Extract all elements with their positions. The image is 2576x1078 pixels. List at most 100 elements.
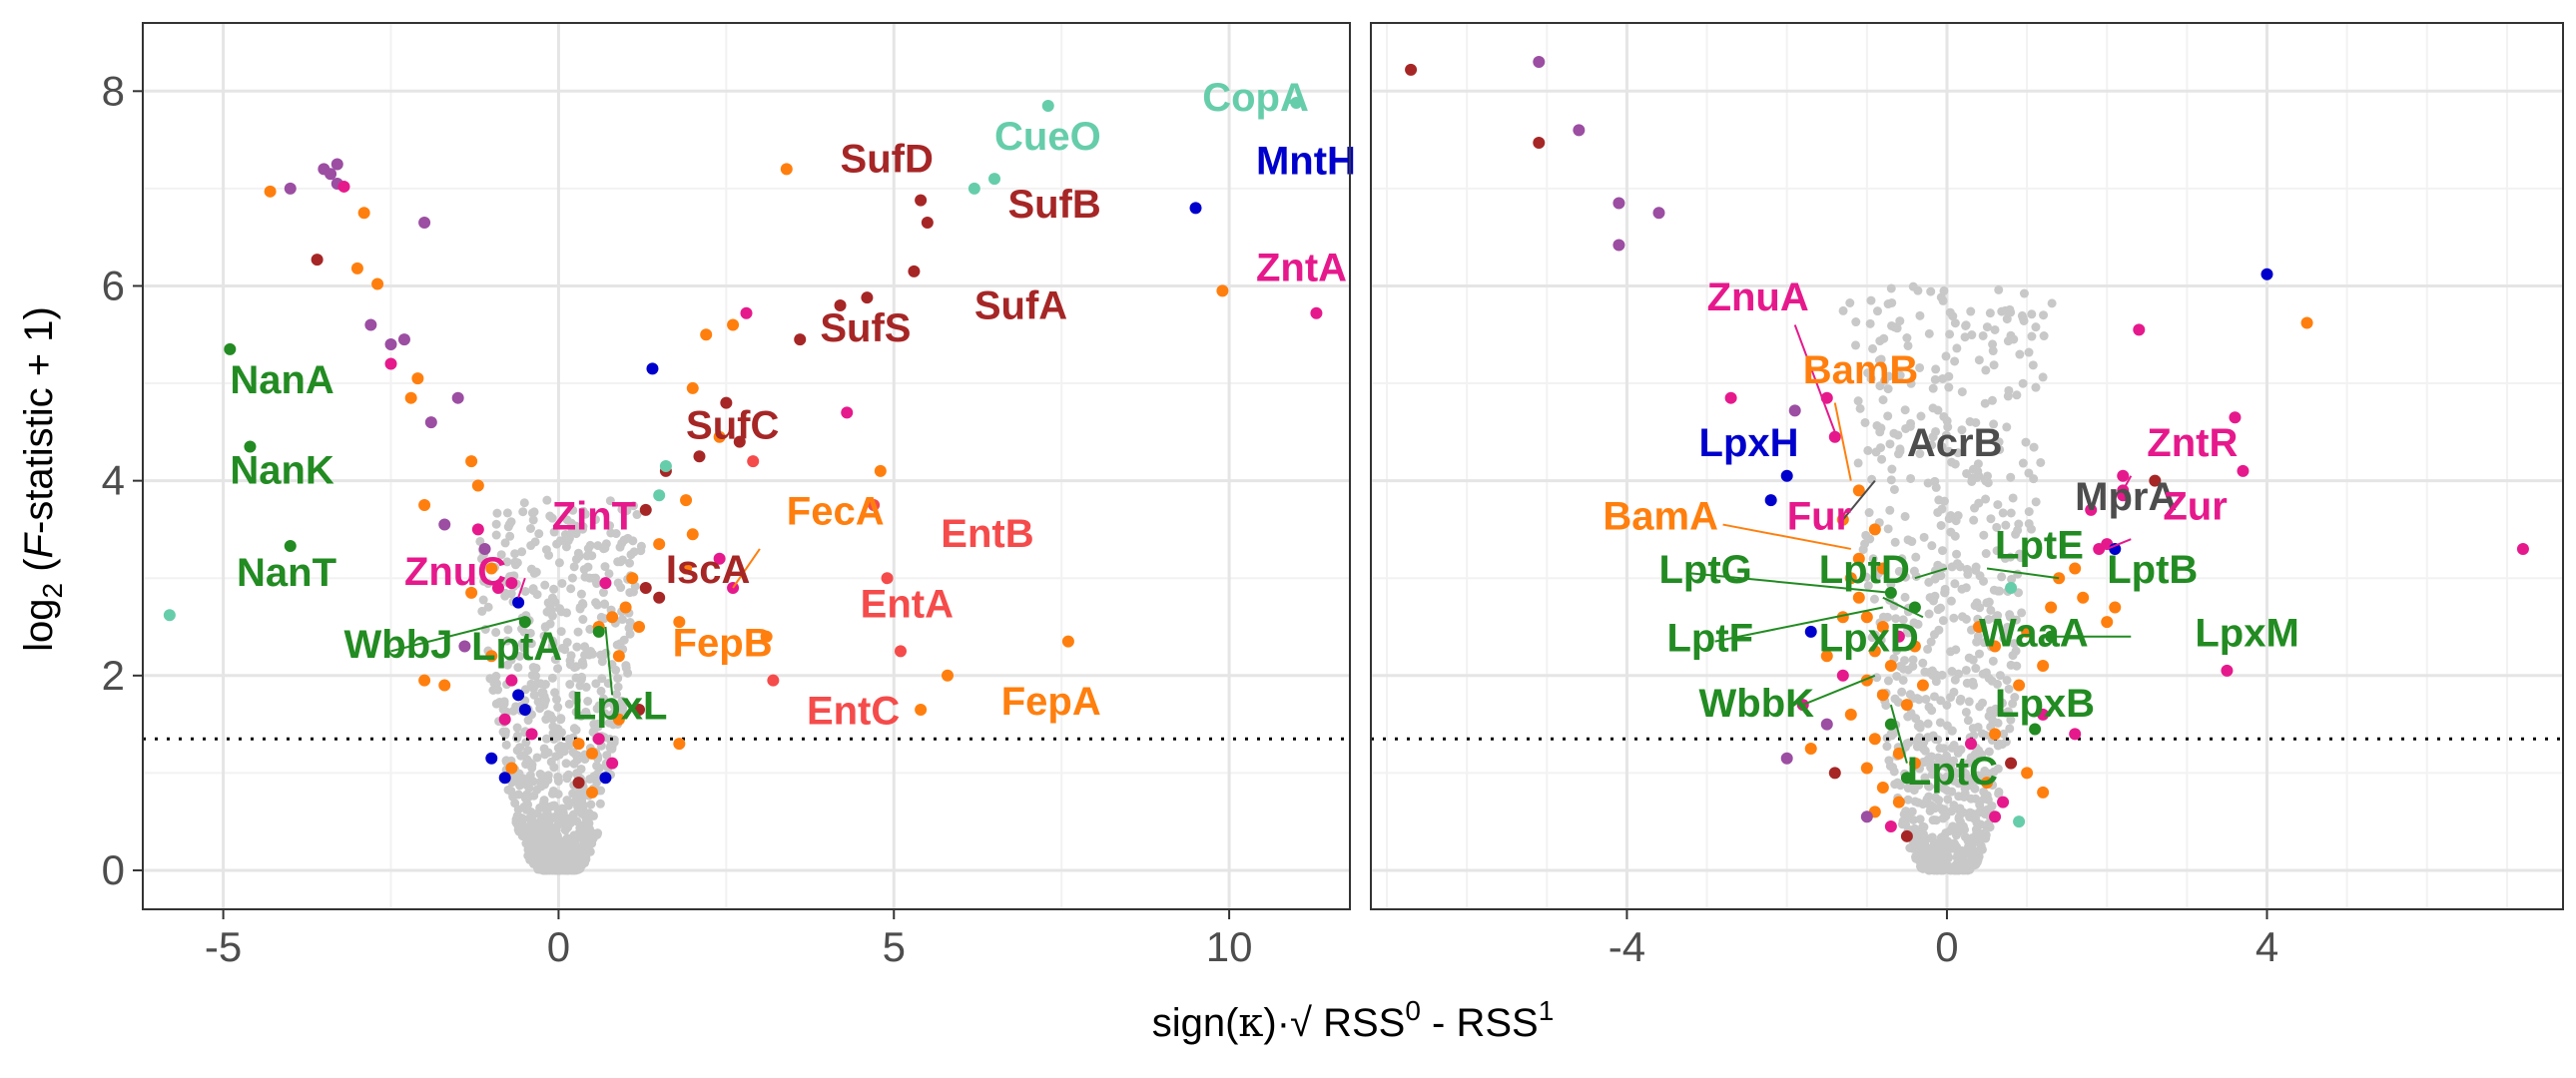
background-gene-point (1911, 714, 1921, 724)
background-gene-point (1864, 508, 1874, 518)
gene-point (350, 262, 363, 274)
background-gene-point (2005, 304, 2015, 314)
gene-point (612, 650, 625, 663)
background-gene-point (1885, 505, 1895, 515)
gene-point (2013, 679, 2026, 692)
background-gene-point (600, 562, 610, 572)
gene-label: AcrB (1907, 421, 2003, 465)
background-gene-point (512, 558, 522, 568)
background-gene-point (576, 589, 586, 599)
gene-point (1908, 757, 1921, 770)
background-gene-point (1975, 603, 1985, 613)
gene-label: LptF (1666, 616, 1753, 660)
gene-label: LpxH (1699, 421, 1799, 465)
background-gene-point (1956, 694, 1966, 704)
background-gene-point (625, 588, 635, 598)
gene-point (653, 591, 666, 604)
gene-point (465, 586, 478, 599)
background-gene-point (547, 714, 557, 724)
background-gene-point (513, 824, 523, 834)
background-gene-point (536, 679, 546, 689)
gene-point (572, 738, 585, 751)
gene-point (244, 440, 257, 453)
background-gene-point (1981, 549, 1991, 559)
background-gene-point (1894, 566, 1904, 576)
background-gene-point (550, 655, 560, 665)
background-gene-point (516, 751, 526, 761)
gene-point (1868, 733, 1881, 746)
gene-point (680, 562, 693, 575)
gene-label: BamB (1803, 348, 1919, 392)
background-gene-point (568, 789, 578, 799)
background-gene-point (1982, 791, 1992, 801)
background-gene-point (476, 554, 486, 564)
background-gene-point (1974, 355, 1984, 365)
gene-point (1876, 782, 1889, 795)
x-axis-title-sup0: 0 (1405, 995, 1421, 1026)
background-gene-point (1919, 744, 1929, 754)
gene-point (438, 679, 451, 692)
background-gene-point (1895, 316, 1905, 326)
gene-point (337, 180, 350, 193)
background-gene-point (2016, 553, 2026, 563)
background-gene-point (1947, 787, 1957, 797)
gene-label: LpxD (1819, 616, 1919, 660)
background-gene-point (1994, 789, 2004, 799)
background-gene-point (1988, 339, 1998, 349)
background-gene-point (569, 663, 579, 673)
background-gene-point (2006, 508, 2016, 518)
background-gene-point (586, 800, 596, 809)
background-gene-point (526, 639, 536, 649)
gene-point (357, 207, 370, 220)
gene-point (794, 333, 807, 346)
gene-point (633, 621, 646, 634)
background-gene-point (491, 699, 501, 709)
background-gene-point (1972, 637, 1982, 647)
gene-label: LpxB (1995, 682, 2095, 726)
background-gene-point (1869, 594, 1879, 604)
gene-point (2229, 411, 2242, 424)
background-gene-point (625, 618, 635, 628)
gene-point (1061, 635, 1074, 648)
background-gene-point (1942, 416, 1952, 426)
label-leader-line (1690, 572, 1891, 594)
background-gene-point (530, 537, 540, 547)
background-gene-point (548, 786, 558, 796)
background-gene-point (597, 674, 607, 684)
background-gene-point (523, 746, 533, 756)
background-gene-point (598, 651, 608, 661)
gene-point (491, 581, 504, 594)
gene-point (2237, 464, 2250, 477)
background-gene-point (557, 857, 567, 867)
background-gene-point (1927, 849, 1937, 859)
background-gene-point (2019, 288, 2029, 298)
gene-point (700, 328, 713, 341)
background-gene-point (2005, 612, 2015, 622)
x-axis-title: sign(κ)·√ RSS0 - RSS1 (1152, 995, 1555, 1046)
background-gene-point (1968, 655, 1978, 665)
background-gene-point (1853, 396, 1863, 406)
background-gene-point (1935, 718, 1945, 728)
background-gene-point (569, 562, 579, 572)
background-gene-point (1878, 395, 1888, 405)
background-gene-point (1904, 738, 1914, 748)
background-gene-point (1950, 318, 1960, 328)
gene-point (163, 609, 176, 622)
gene-point (418, 217, 431, 230)
gene-point (894, 645, 907, 658)
background-gene-point (1928, 802, 1938, 811)
background-gene-point (1982, 322, 1992, 332)
background-gene-point (554, 604, 564, 614)
y-axis-title: log2 (F-statistic + 1) (17, 306, 68, 652)
background-gene-point (1931, 677, 1941, 687)
panel-border (142, 22, 1351, 910)
background-gene-point (2011, 529, 2021, 539)
background-gene-point (636, 541, 646, 551)
background-gene-point (2031, 382, 2041, 392)
background-gene-point (2006, 330, 2016, 340)
background-gene-point (568, 748, 578, 758)
background-gene-point (521, 775, 531, 785)
label-leader-line (2106, 538, 2132, 550)
background-gene-point (542, 495, 552, 505)
gene-point (1724, 391, 1737, 404)
